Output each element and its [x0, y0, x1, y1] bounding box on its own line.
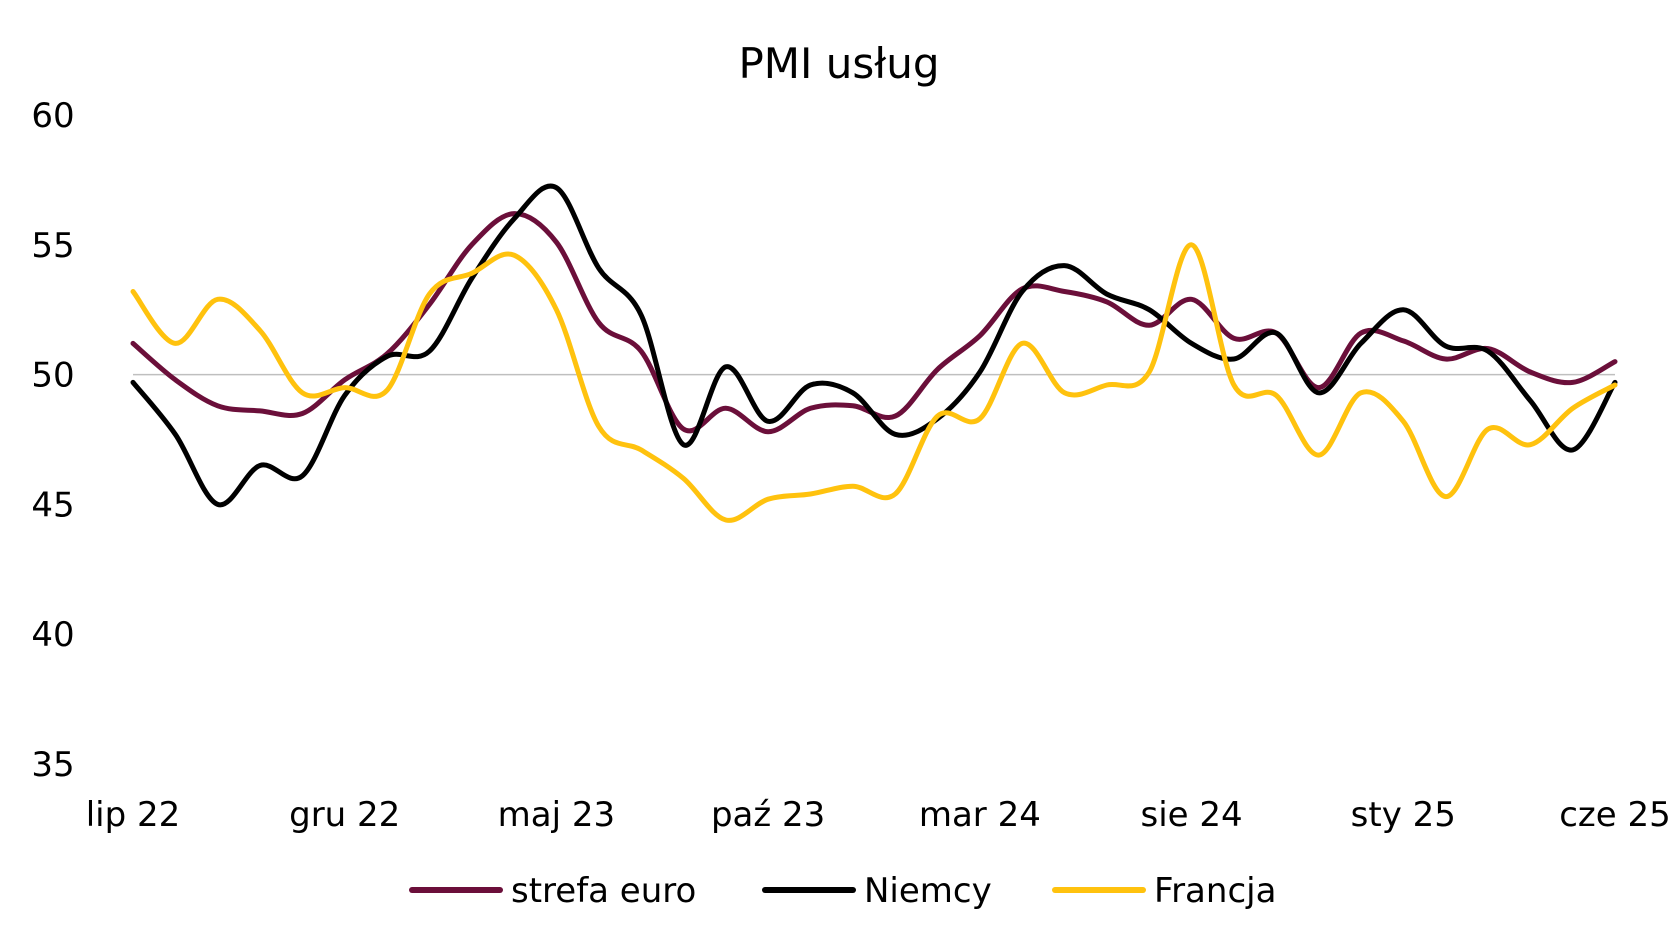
legend-label: Niemcy — [864, 871, 992, 911]
x-tick-label: maj 23 — [498, 795, 615, 835]
series-lines — [130, 183, 1618, 523]
legend-label: strefa euro — [511, 871, 696, 911]
x-axis-ticks: lip 22 gru 22 maj 23 paź 23 mar 24 sie 24 sty … — [86, 795, 1671, 835]
y-tick-label: 60 — [31, 96, 74, 136]
chart-title: PMI usług — [738, 39, 939, 88]
y-axis-ticks: 60 55 50 45 40 35 — [31, 96, 74, 785]
x-tick-label: sty 25 — [1351, 795, 1456, 835]
x-tick-label: lip 22 — [86, 795, 181, 835]
y-tick-label: 55 — [31, 226, 74, 266]
legend-label: Francja — [1154, 871, 1276, 911]
y-tick-label: 45 — [31, 485, 74, 525]
x-tick-label: paź 23 — [711, 795, 825, 835]
y-tick-label: 40 — [31, 615, 74, 655]
legend-item-francja: Francja — [1052, 871, 1276, 911]
series-line-niemcy — [130, 183, 1618, 508]
series-line-strefa-euro — [130, 211, 1618, 435]
x-tick-label: sie 24 — [1140, 795, 1242, 835]
legend-item-strefa-euro: strefa euro — [409, 871, 696, 911]
legend: strefa euro Niemcy Francja — [409, 871, 1276, 911]
x-tick-label: mar 24 — [919, 795, 1041, 835]
legend-item-niemcy: Niemcy — [762, 871, 992, 911]
x-tick-label: cze 25 — [1559, 795, 1671, 835]
x-tick-label: gru 22 — [289, 795, 400, 835]
y-tick-label: 35 — [31, 745, 74, 785]
y-tick-label: 50 — [31, 356, 74, 396]
series-line-francja — [130, 242, 1618, 523]
